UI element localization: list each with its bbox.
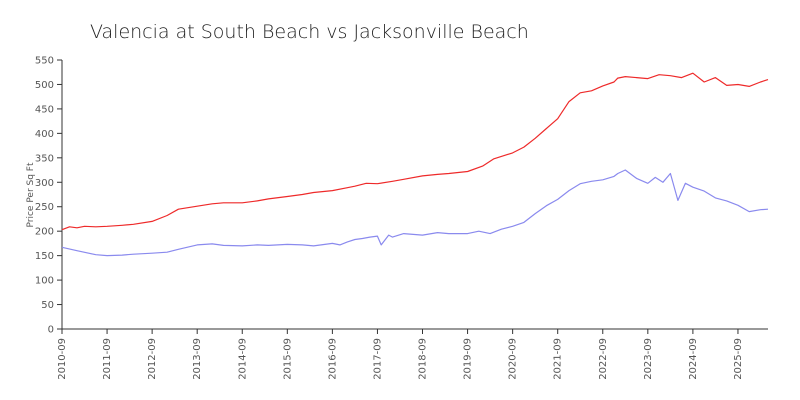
y-tick-label: 550: [35, 56, 54, 67]
y-tick-label: 100: [35, 276, 54, 287]
y-tick-label: 300: [35, 178, 54, 189]
x-tick-label: 2024-09: [688, 338, 699, 380]
x-tick-label: 2013-09: [192, 338, 203, 380]
x-tick-label: 2011-09: [102, 338, 113, 380]
y-tick-label: 450: [35, 104, 54, 115]
x-tick-label: 2017-09: [372, 338, 383, 380]
series-lines: [61, 72, 769, 257]
x-tick-label: 2025-09: [733, 338, 744, 380]
x-tick-label: 2014-09: [237, 338, 248, 380]
x-tick-label: 2010-09: [57, 338, 68, 380]
x-tick-label: 2022-09: [598, 338, 609, 380]
y-tick-label: 500: [35, 80, 54, 91]
x-tick-label: 2012-09: [147, 338, 158, 380]
y-tick-label: 200: [35, 227, 54, 238]
x-tick-label: 2018-09: [418, 338, 429, 380]
y-tick-label: 350: [35, 153, 54, 164]
y-tick-label: 150: [35, 251, 54, 262]
x-tick-label: 2019-09: [463, 338, 474, 380]
x-tick-label: 2021-09: [553, 338, 564, 380]
x-tick-label: 2023-09: [643, 338, 654, 380]
y-axis-label: Price Per Sq Ft: [26, 162, 36, 227]
y-tick-label: 250: [35, 202, 54, 213]
y-tick-label: 0: [48, 325, 54, 336]
x-tick-label: 2015-09: [282, 338, 293, 380]
x-tick-label: 2020-09: [508, 338, 519, 380]
y-tick-label: 400: [35, 129, 54, 140]
x-tick-label: 2016-09: [327, 338, 338, 380]
chart-title: Valencia at South Beach vs Jacksonville …: [90, 21, 529, 43]
series-line-1: [61, 72, 769, 231]
x-axis: 2010-09 2011-09 2012-09 2013-09 2014-09 2015-…: [57, 328, 768, 380]
y-tick-label: 50: [41, 300, 54, 311]
series-line-2: [61, 169, 769, 257]
y-axis: 0 50 100 150 200 250 300 350 400 450 500 550: [35, 56, 63, 336]
